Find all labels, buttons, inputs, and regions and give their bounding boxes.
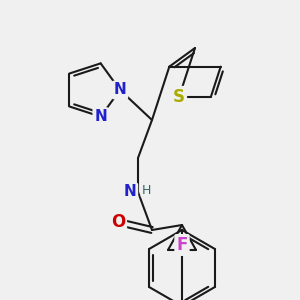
Text: N: N: [94, 109, 107, 124]
Text: O: O: [111, 213, 125, 231]
Text: N: N: [124, 184, 136, 200]
Text: F: F: [176, 236, 188, 254]
Text: S: S: [173, 88, 185, 106]
Text: N: N: [114, 82, 126, 98]
Text: H: H: [141, 184, 151, 196]
